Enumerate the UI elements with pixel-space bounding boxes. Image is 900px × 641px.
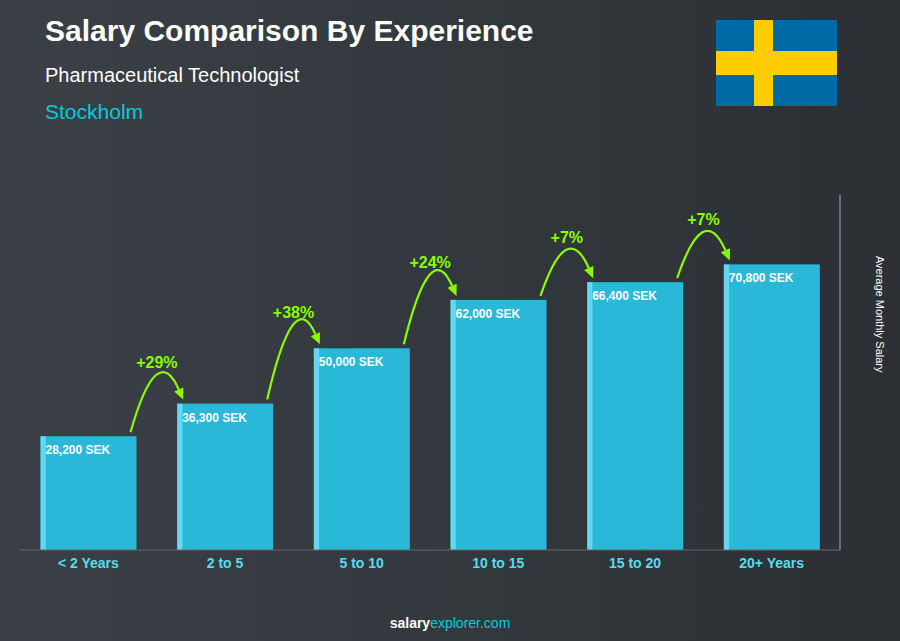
html-text:Stockholm: Stockholm <box>45 100 143 123</box>
svg-text:2 to 5: 2 to 5 <box>207 555 244 571</box>
svg-text:< 2 Years: < 2 Years <box>58 555 119 571</box>
html-text:Salary Comparison By Experienc: Salary Comparison By Experience <box>45 14 534 47</box>
svg-text:5 to 10: 5 to 10 <box>339 555 384 571</box>
html-text:Pharmaceutical Technologist: Pharmaceutical Technologist <box>45 64 300 86</box>
svg-text:62,000 SEK: 62,000 SEK <box>456 307 521 321</box>
svg-text:70,800 SEK: 70,800 SEK <box>729 271 794 285</box>
svg-text:+24%: +24% <box>409 254 450 271</box>
svg-text:+7%: +7% <box>687 211 719 228</box>
svg-text:+38%: +38% <box>273 304 314 321</box>
svg-text:10 to 15: 10 to 15 <box>472 555 524 571</box>
svg-text:Average Monthly Salary: Average Monthly Salary <box>874 256 886 373</box>
svg-text:66,400 SEK: 66,400 SEK <box>592 289 657 303</box>
svg-text:+29%: +29% <box>136 354 177 371</box>
svg-text:20+ Years: 20+ Years <box>739 555 804 571</box>
svg-text:15 to 20: 15 to 20 <box>609 555 661 571</box>
svg-text:50,000 SEK: 50,000 SEK <box>319 355 384 369</box>
svg-text:36,300 SEK: 36,300 SEK <box>182 411 247 425</box>
html-text:salary explorer.com: salary explorer.com <box>389 615 511 631</box>
svg-text:+7%: +7% <box>551 229 583 246</box>
svg-text:28,200 SEK: 28,200 SEK <box>46 443 111 457</box>
